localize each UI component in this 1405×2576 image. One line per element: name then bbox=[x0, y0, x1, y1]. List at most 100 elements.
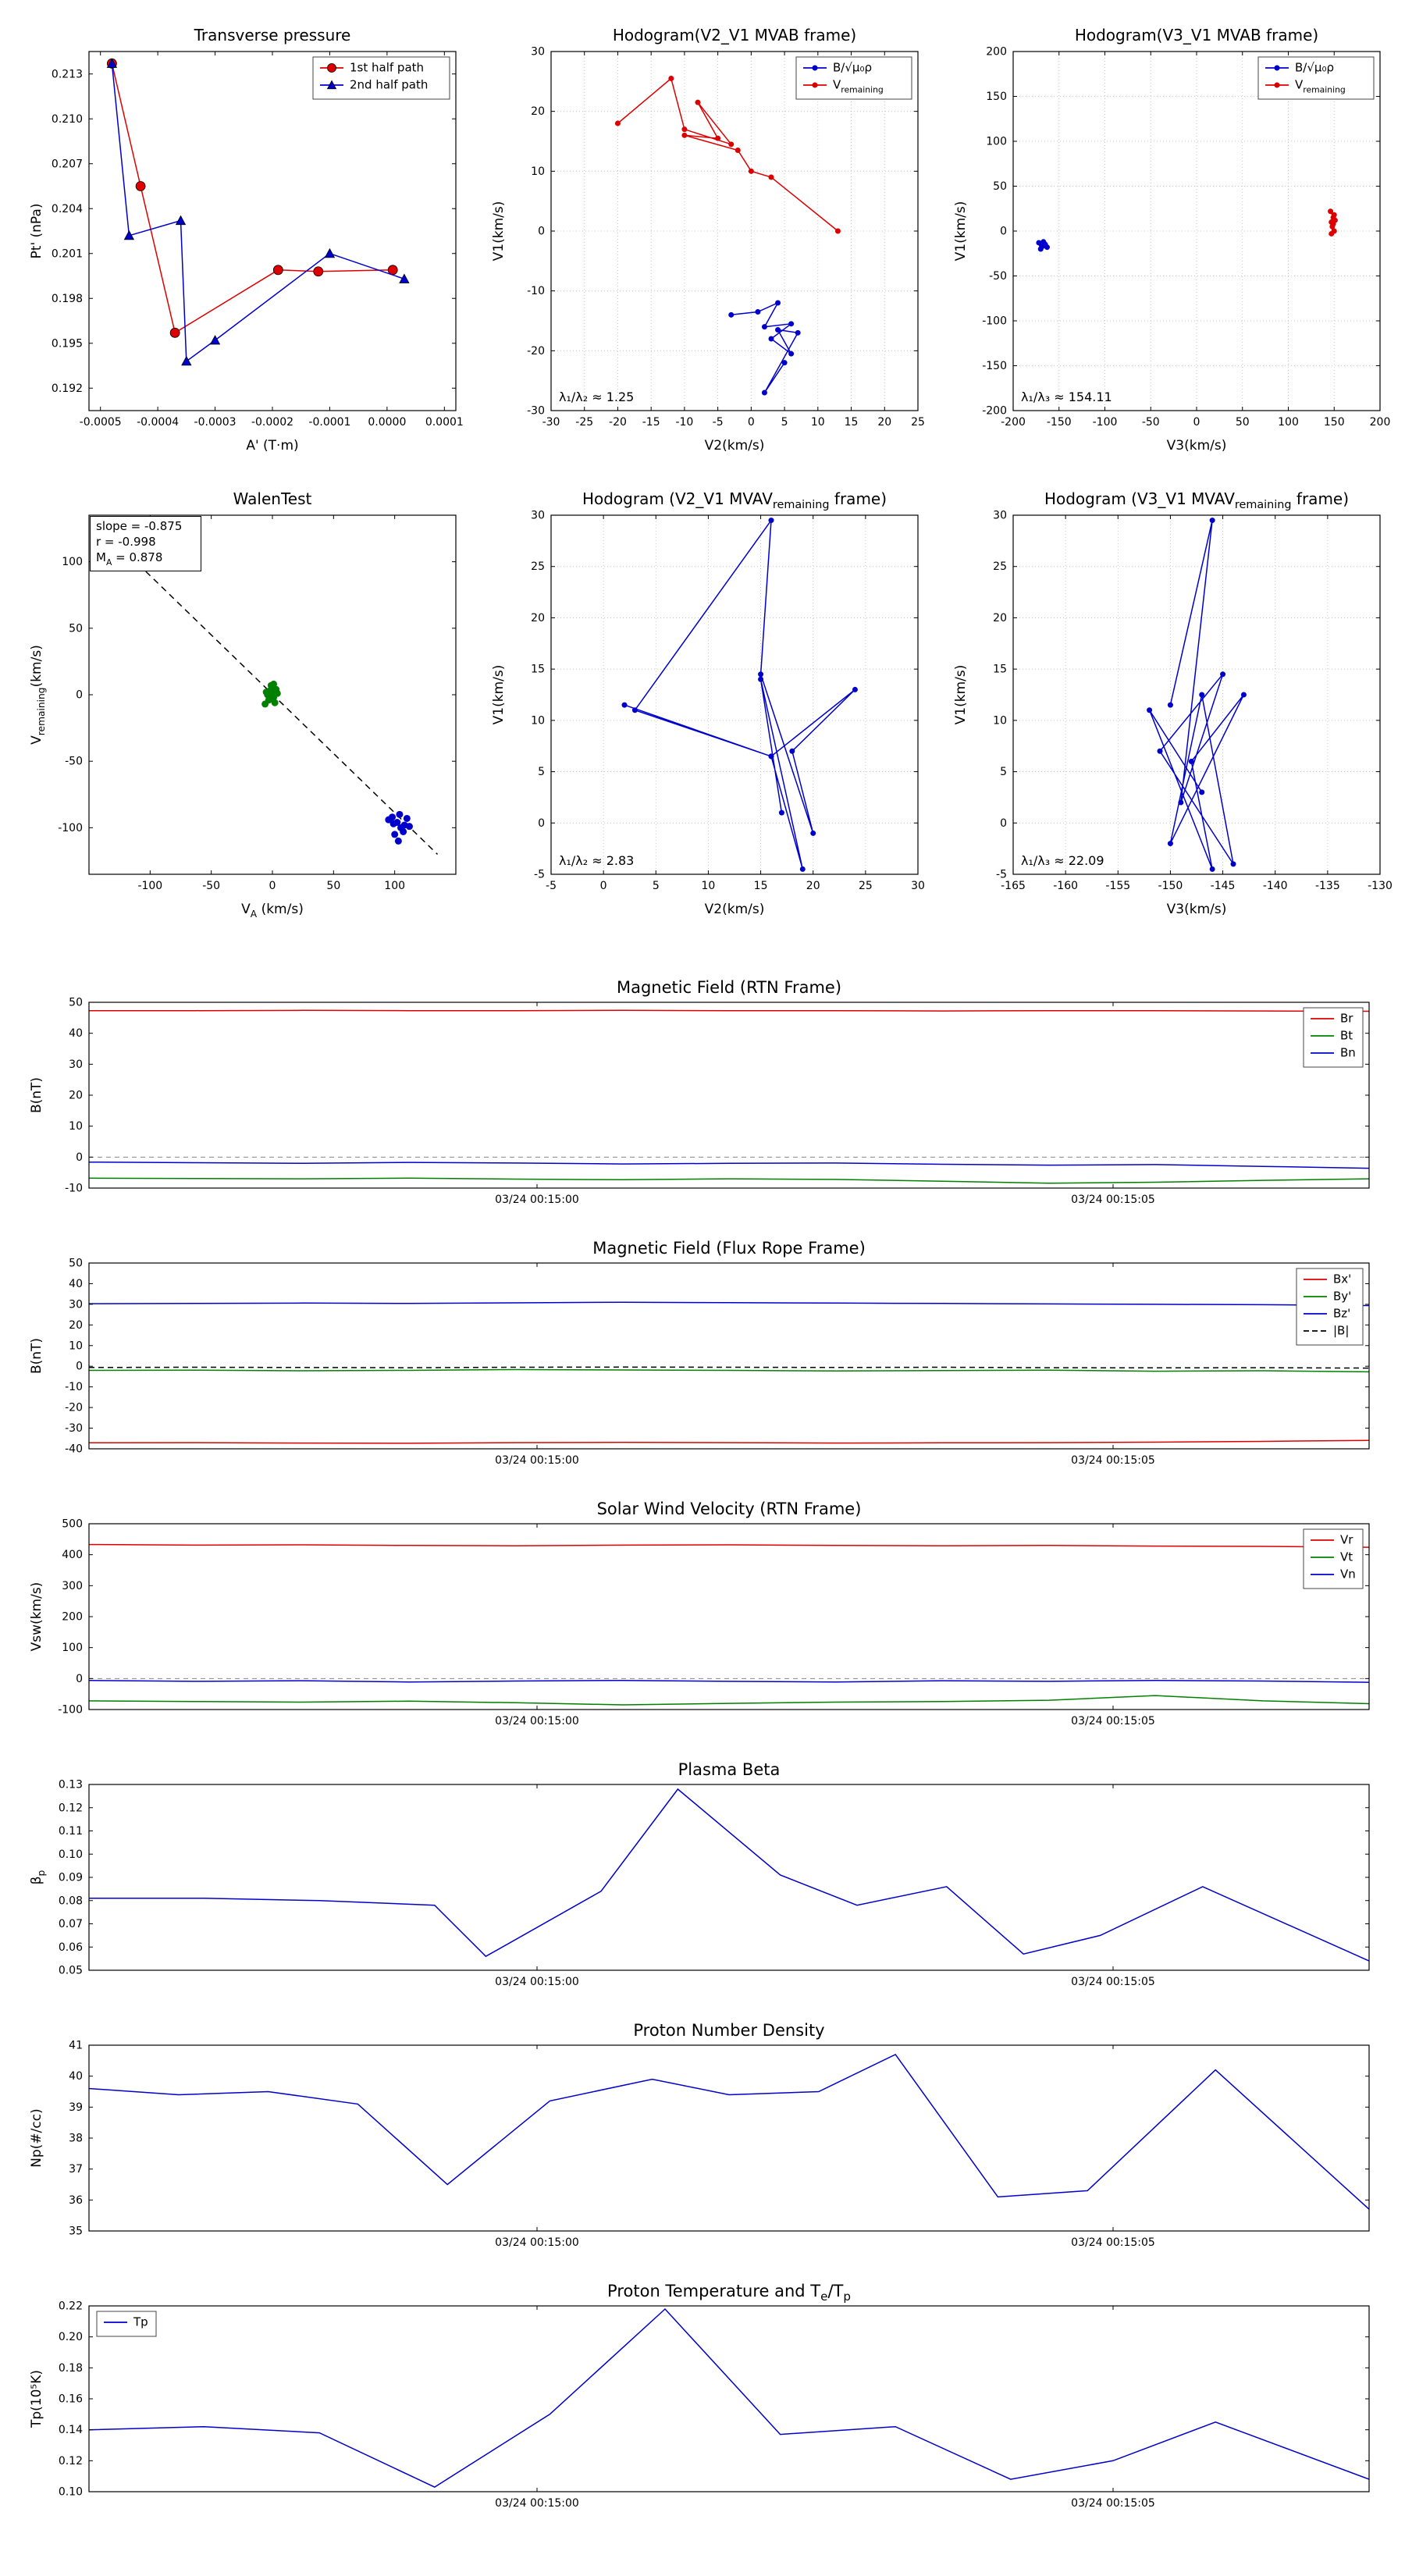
svg-text:-0.0001: -0.0001 bbox=[308, 416, 350, 429]
svg-text:MA​ = 0.878: MA​ = 0.878 bbox=[96, 550, 162, 568]
svg-text:03/24 00:15:00: 03/24 00:15:00 bbox=[495, 1715, 579, 1727]
svg-text:V1(km/s): V1(km/s) bbox=[953, 665, 969, 725]
svg-text:-5: -5 bbox=[534, 869, 545, 881]
svg-text:0: 0 bbox=[748, 416, 755, 429]
proton-density-svg: 03/24 00:15:00 03/24 00:15:05 35 36 37 38 39 40… bbox=[23, 2017, 1382, 2267]
svg-text:03/24 00:15:05: 03/24 00:15:05 bbox=[1071, 2497, 1155, 2510]
chart-hodogram-v3v1-mvab: -200 -150 -100 -50 0 50 100 150 200 -200 -150 -100 -… bbox=[948, 22, 1393, 459]
svg-text:λ₁/λ₂ ≈ 1.25: λ₁/λ₂ ≈ 1.25 bbox=[559, 390, 634, 404]
svg-text:-10: -10 bbox=[527, 285, 545, 297]
svg-text:Proton Number Density: Proton Number Density bbox=[633, 2021, 824, 2040]
svg-text:-10: -10 bbox=[65, 1381, 83, 1393]
svg-text:25: 25 bbox=[859, 880, 873, 892]
svg-text:0: 0 bbox=[538, 817, 545, 830]
svg-text:Plasma Beta: Plasma Beta bbox=[678, 1760, 781, 1779]
svg-text:03/24 00:15:00: 03/24 00:15:00 bbox=[495, 1454, 579, 1467]
svg-text:5: 5 bbox=[1000, 766, 1007, 778]
svg-text:0: 0 bbox=[538, 226, 545, 238]
svg-text:0.18: 0.18 bbox=[59, 2362, 83, 2375]
svg-text:10: 10 bbox=[702, 880, 716, 892]
svg-text:0.14: 0.14 bbox=[59, 2424, 83, 2436]
svg-text:-160: -160 bbox=[1053, 880, 1078, 892]
svg-text:V1(km/s): V1(km/s) bbox=[491, 665, 507, 725]
svg-text:-50: -50 bbox=[202, 880, 220, 892]
svg-text:200: 200 bbox=[62, 1611, 83, 1624]
svg-text:10: 10 bbox=[531, 714, 545, 727]
mag-fluxrope-svg: 03/24 00:15:00 03/24 00:15:05 -40 -30 -20 -10… bbox=[23, 1235, 1382, 1485]
svg-text:Vn: Vn bbox=[1340, 1567, 1356, 1582]
svg-text:0.210: 0.210 bbox=[52, 113, 83, 126]
svg-text:-200: -200 bbox=[982, 405, 1007, 418]
svg-text:-20: -20 bbox=[609, 416, 627, 429]
svg-text:-145: -145 bbox=[1211, 880, 1236, 892]
svg-text:-0.0002: -0.0002 bbox=[251, 416, 293, 429]
svg-text:25: 25 bbox=[911, 416, 925, 429]
svg-text:-0.0004: -0.0004 bbox=[137, 416, 179, 429]
svg-text:400: 400 bbox=[62, 1549, 83, 1561]
svg-text:-135: -135 bbox=[1315, 880, 1340, 892]
svg-text:Magnetic Field (RTN Frame): Magnetic Field (RTN Frame) bbox=[617, 978, 841, 997]
svg-text:0.195: 0.195 bbox=[52, 337, 83, 350]
svg-text:λ₁/λ₃ ≈ 154.11: λ₁/λ₃ ≈ 154.11 bbox=[1021, 390, 1112, 404]
svg-text:10: 10 bbox=[69, 1120, 83, 1133]
plasma-beta-svg: 03/24 00:15:00 03/24 00:15:05 0.05 0.06 0.07… bbox=[23, 1756, 1382, 2006]
svg-text:50: 50 bbox=[1236, 416, 1250, 429]
svg-text:Solar Wind Velocity (RTN Frame: Solar Wind Velocity (RTN Frame) bbox=[597, 1500, 862, 1518]
svg-text:-155: -155 bbox=[1105, 880, 1130, 892]
svg-text:Bz': Bz' bbox=[1333, 1307, 1350, 1321]
svg-text:B/√μ₀ρ: B/√μ₀ρ bbox=[1295, 61, 1334, 75]
svg-text:0.10: 0.10 bbox=[59, 1848, 83, 1861]
svg-text:30: 30 bbox=[69, 1059, 83, 1071]
svg-text:03/24 00:15:05: 03/24 00:15:05 bbox=[1071, 1976, 1155, 1988]
svg-text:200: 200 bbox=[1370, 416, 1391, 429]
svg-text:Hodogram(V2_V1 MVAB frame): Hodogram(V2_V1 MVAB frame) bbox=[613, 26, 856, 44]
svg-text:0: 0 bbox=[76, 1151, 83, 1164]
svg-text:-165: -165 bbox=[1001, 880, 1026, 892]
svg-text:0.213: 0.213 bbox=[52, 68, 83, 80]
mag-rtn-svg: 03/24 00:15:00 03/24 00:15:05 -10 0 10 20 30 40… bbox=[23, 974, 1382, 1224]
hodogram-v3v1-mvav-svg: -165 -160 -155 -150 -145 -140 -135 -130 -5 0 5 10 15… bbox=[948, 486, 1393, 923]
svg-text:λ₁/λ₂ ≈ 2.83: λ₁/λ₂ ≈ 2.83 bbox=[559, 853, 634, 868]
svg-text:0.22: 0.22 bbox=[59, 2300, 83, 2313]
svg-text:slope = -0.875: slope = -0.875 bbox=[96, 519, 182, 533]
svg-text:10: 10 bbox=[993, 714, 1007, 727]
svg-text:10: 10 bbox=[811, 416, 825, 429]
svg-text:10: 10 bbox=[69, 1340, 83, 1352]
svg-text:50: 50 bbox=[69, 1258, 83, 1270]
svg-text:0.0000: 0.0000 bbox=[368, 416, 406, 429]
svg-text:-5: -5 bbox=[546, 880, 557, 892]
svg-text:B(nT): B(nT) bbox=[29, 1077, 44, 1113]
svg-text:0.207: 0.207 bbox=[52, 158, 83, 170]
svg-text:VA​ (km/s): VA​ (km/s) bbox=[241, 902, 304, 920]
svg-text:-20: -20 bbox=[527, 345, 545, 358]
svg-text:0: 0 bbox=[269, 880, 276, 892]
svg-text:Vremaining​(km/s): Vremaining​(km/s) bbox=[29, 645, 47, 745]
chart-hodogram-v2v1-mvab: -30 -25 -20 -15 -10 -5 0 5 10 15 20 25 -30 -20 -10 0 10 2… bbox=[486, 22, 930, 459]
svg-text:20: 20 bbox=[531, 612, 545, 624]
svg-text:-150: -150 bbox=[1158, 880, 1183, 892]
svg-text:-40: -40 bbox=[65, 1443, 83, 1456]
svg-text:WalenTest: WalenTest bbox=[233, 489, 312, 508]
svg-text:0: 0 bbox=[600, 880, 607, 892]
svg-text:-100: -100 bbox=[58, 822, 83, 834]
svg-text:03/24 00:15:00: 03/24 00:15:00 bbox=[495, 1194, 579, 1206]
svg-text:Tp(10⁵K): Tp(10⁵K) bbox=[29, 2370, 44, 2428]
svg-text:30: 30 bbox=[993, 510, 1007, 522]
svg-text:03/24 00:15:05: 03/24 00:15:05 bbox=[1071, 1715, 1155, 1727]
svg-text:-150: -150 bbox=[982, 360, 1007, 372]
svg-text:03/24 00:15:00: 03/24 00:15:00 bbox=[495, 2236, 579, 2249]
svg-text:Hodogram(V3_V1 MVAB frame): Hodogram(V3_V1 MVAB frame) bbox=[1075, 26, 1318, 44]
svg-text:500: 500 bbox=[62, 1518, 83, 1531]
svg-text:Magnetic Field (Flux Rope Fram: Magnetic Field (Flux Rope Frame) bbox=[592, 1239, 866, 1258]
svg-text:30: 30 bbox=[911, 880, 925, 892]
svg-text:-30: -30 bbox=[542, 416, 560, 429]
svg-text:0.0001: 0.0001 bbox=[425, 416, 464, 429]
svg-text:41: 41 bbox=[69, 2040, 83, 2052]
svg-text:Transverse pressure: Transverse pressure bbox=[194, 26, 351, 44]
svg-text:Bt: Bt bbox=[1340, 1029, 1353, 1043]
svg-text:35: 35 bbox=[69, 2226, 83, 2238]
chart-hodogram-v3v1-mvav: -165 -160 -155 -150 -145 -140 -135 -130 -5 0 5 10 15… bbox=[948, 486, 1393, 923]
svg-text:50: 50 bbox=[69, 997, 83, 1009]
svg-text:-0.0005: -0.0005 bbox=[80, 416, 122, 429]
